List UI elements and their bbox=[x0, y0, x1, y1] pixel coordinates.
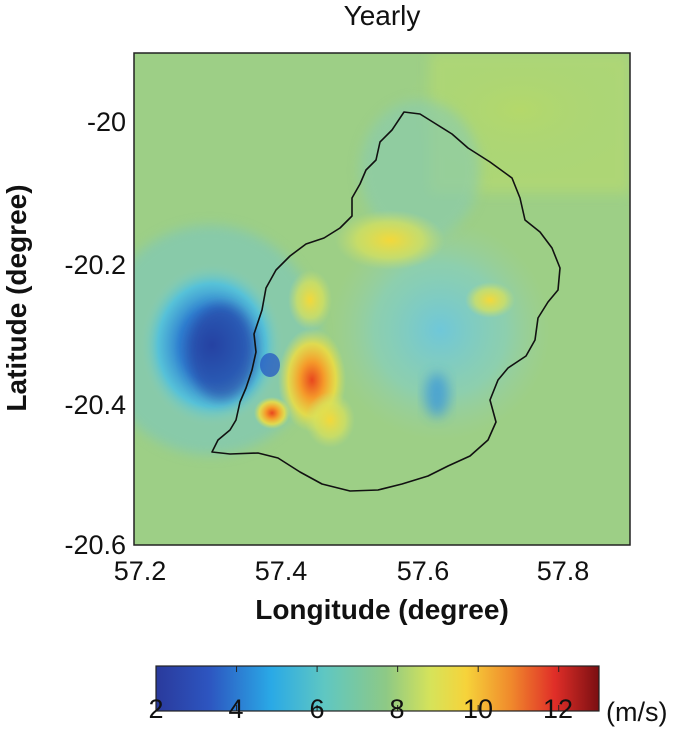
ytick-label: -20.2 bbox=[64, 250, 126, 280]
plot-frame bbox=[133, 52, 631, 546]
xtick-label: 57.4 bbox=[254, 556, 308, 586]
colorbar-tick-label: 10 bbox=[462, 694, 494, 724]
colorbar-tick-label: 4 bbox=[228, 694, 244, 724]
colorbar-tick-label: 8 bbox=[389, 694, 405, 724]
ytick-label: -20 bbox=[86, 107, 126, 137]
xtick-label: 57.2 bbox=[113, 556, 167, 586]
island-coastline bbox=[211, 111, 561, 492]
colorbar-tickmarks bbox=[155, 666, 560, 711]
chart-title: Yearly bbox=[343, 0, 421, 31]
colorbar bbox=[155, 665, 600, 712]
wind-speed-field bbox=[134, 53, 630, 545]
xtick-label: 57.8 bbox=[536, 556, 590, 586]
x-axis-label: Longitude (degree) bbox=[255, 594, 509, 625]
colorbar-tick-label: 6 bbox=[309, 694, 325, 724]
colorbar-unit: (m/s) bbox=[606, 697, 668, 727]
y-axis-label: Latitude (degree) bbox=[1, 184, 32, 412]
ytick-label: -20.6 bbox=[64, 530, 126, 560]
colorbar-tick-label: 12 bbox=[542, 694, 574, 724]
colorbar-tick-label: 2 bbox=[148, 694, 164, 724]
ytick-label: -20.4 bbox=[64, 390, 126, 420]
xtick-label: 57.6 bbox=[396, 556, 450, 586]
